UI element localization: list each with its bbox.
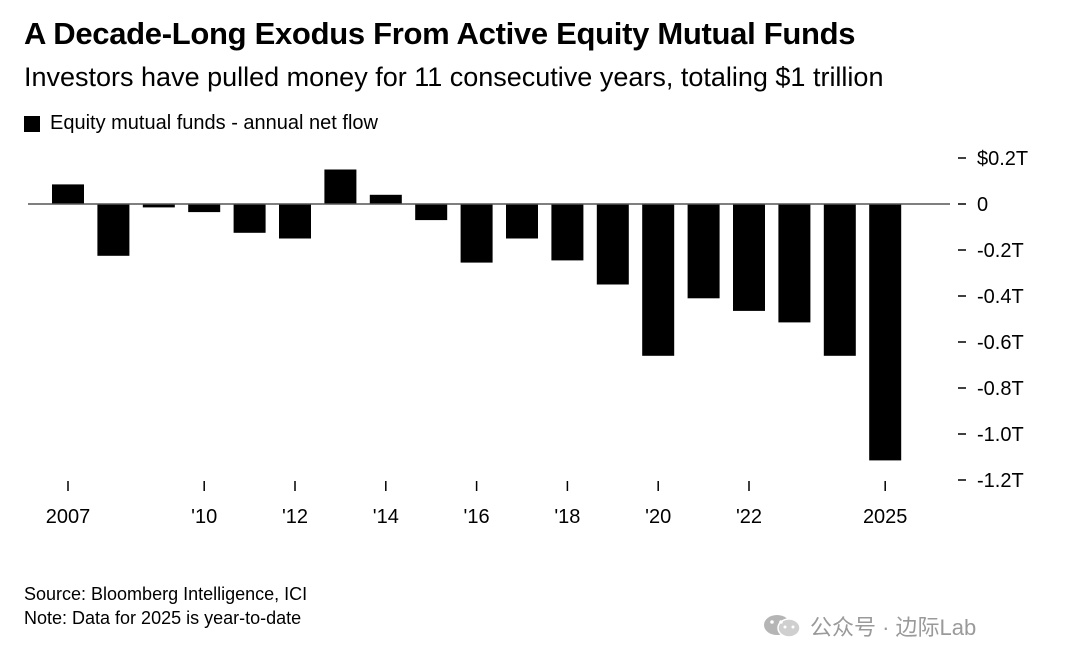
source-note: Source: Bloomberg Intelligence, ICI: [24, 584, 308, 604]
x-tick-label: '10: [191, 506, 217, 528]
y-tick-label: -0.2T: [977, 240, 1024, 262]
x-tick-label: '16: [464, 506, 490, 528]
bar-2021: [687, 204, 720, 299]
footnote: Note: Data for 2025 is year-to-date: [24, 608, 302, 628]
x-tick-label: 2025: [863, 506, 908, 528]
y-tick-label: -1.2T: [977, 470, 1024, 492]
bar-2015: [415, 204, 448, 221]
bar-2009: [142, 204, 175, 208]
bar-2017: [506, 204, 538, 239]
bar-2024: [823, 204, 856, 356]
y-tick-label: -1.0T: [977, 424, 1024, 446]
y-tick-label: -0.8T: [977, 378, 1024, 400]
bar-2013: [324, 169, 357, 204]
x-tick-label: '12: [282, 506, 308, 528]
bar-2010: [188, 204, 221, 213]
chart-title: A Decade-Long Exodus From Active Equity …: [24, 16, 856, 51]
x-tick-label: '14: [373, 506, 399, 528]
bar-2014: [369, 194, 402, 204]
wechat-icon: [764, 615, 801, 638]
bar-2012: [279, 204, 311, 239]
legend-swatch: [24, 115, 40, 132]
bar-2019: [596, 204, 629, 285]
x-tick-label: 2007: [46, 506, 91, 528]
x-tick-label: '22: [736, 506, 762, 528]
bar-2016: [460, 204, 493, 263]
bar-2020: [642, 204, 675, 356]
chart-subtitle: Investors have pulled money for 11 conse…: [24, 62, 884, 92]
legend-label: Equity mutual funds - annual net flow: [50, 112, 378, 134]
x-tick-label: '18: [554, 506, 580, 528]
y-tick-label: -0.4T: [977, 286, 1024, 308]
bar-2023: [778, 204, 811, 323]
y-tick-label: 0: [977, 194, 988, 216]
watermark: 公众号 · 边际Lab: [762, 610, 976, 642]
bar-2022: [733, 204, 765, 311]
bar-2007: [52, 184, 84, 204]
bar-2025: [869, 204, 902, 461]
x-tick-label: '20: [645, 506, 671, 528]
watermark-text: 公众号 · 边际Lab: [810, 615, 977, 640]
bar-2018: [551, 204, 584, 261]
bar-2011: [233, 204, 266, 233]
y-tick-label: $0.2T: [977, 148, 1028, 170]
legend: Equity mutual funds - annual net flow: [24, 112, 378, 135]
bar-2008: [97, 204, 130, 256]
y-tick-label: -0.6T: [977, 332, 1024, 354]
